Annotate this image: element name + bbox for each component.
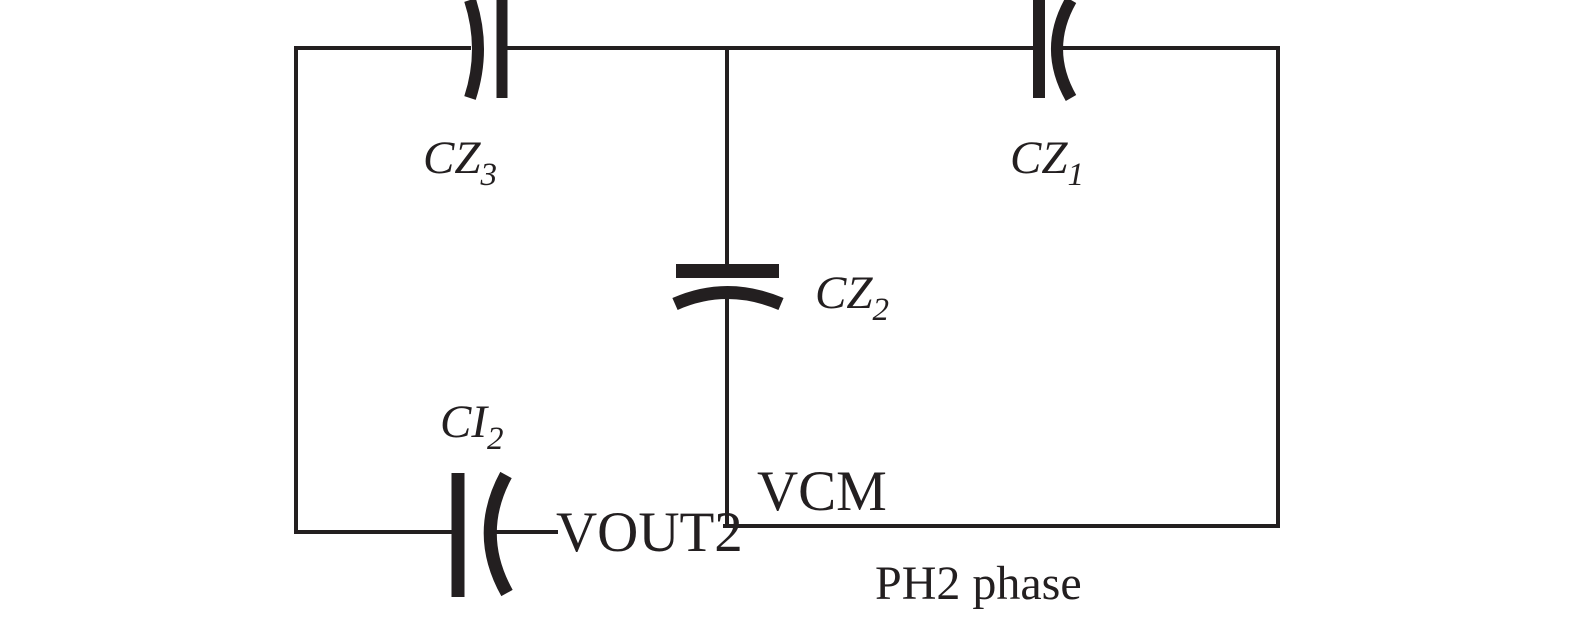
label-ph2-phase: PH2 phase — [875, 557, 1082, 610]
wire-group — [294, 46, 1280, 534]
cz2-curved-plate — [672, 286, 784, 311]
capacitor-cz1 — [1033, 0, 1077, 101]
capacitor-cz3 — [464, 0, 508, 100]
right-loop-wire — [723, 46, 1280, 528]
label-ci2: CI2 — [440, 396, 504, 457]
left-loop-wire — [294, 46, 452, 534]
capacitor-cz2 — [672, 264, 784, 311]
ci2-curved-plate — [483, 471, 513, 597]
label-vout2: VOUT2 — [556, 501, 743, 564]
label-cz1: CZ1 — [1010, 132, 1084, 193]
label-group: CZ3 CZ1 CZ2 CI2 VCM VOUT2 PH2 phase — [423, 132, 1084, 610]
label-cz2: CZ2 — [815, 267, 889, 328]
label-vcm: VCM — [757, 460, 887, 523]
cz3-curved-plate — [464, 0, 484, 100]
cz1-curved-plate — [1051, 0, 1077, 101]
capacitor-ci2 — [451, 471, 513, 597]
label-cz3: CZ3 — [423, 132, 497, 193]
